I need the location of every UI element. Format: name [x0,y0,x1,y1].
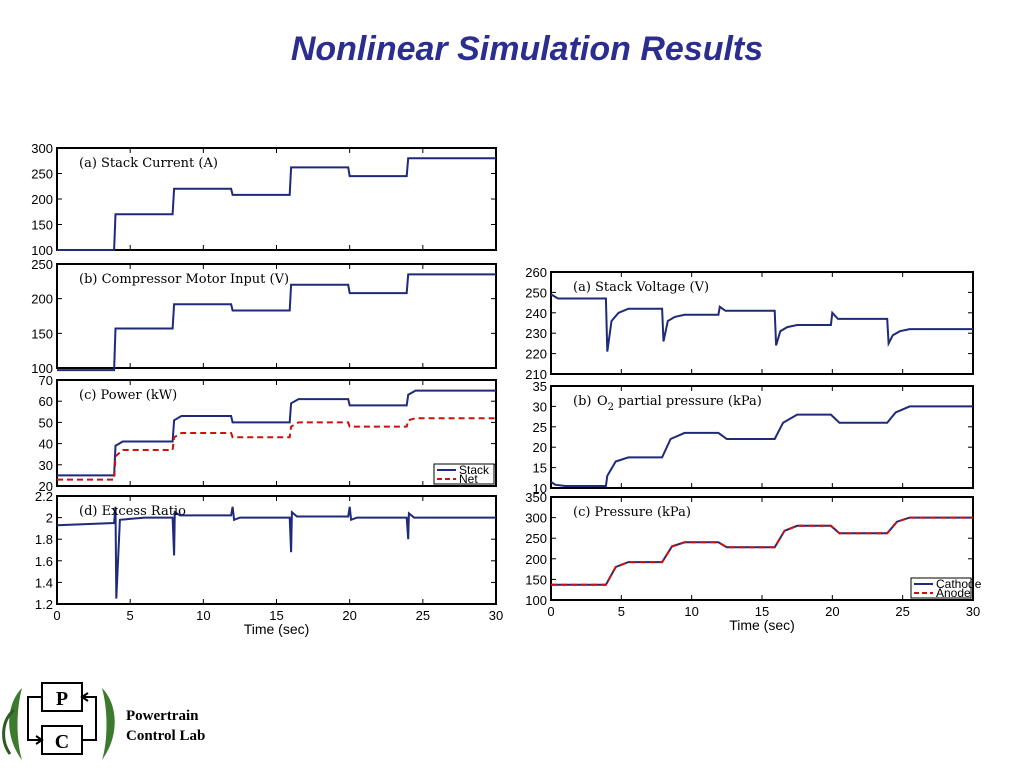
y-tick-label: 200 [31,292,53,307]
panel-title: (c) Power (kW) [79,388,177,403]
logo-leaf-left-icon [2,688,22,760]
y-tick-label: 1.6 [35,554,53,569]
panel-title-o2: O2 partial pressure (kPa) [597,394,762,413]
x-tick-label: 20 [342,608,356,623]
x-tick-label: 15 [755,604,769,619]
chart-panel-l1: 100 150 200 250 300 (a) Stack Current (A) [31,141,497,258]
y-tick-label: 210 [525,367,547,382]
y-tick-label: 200 [525,552,547,567]
series-line-excess-ratio [56,506,496,599]
logo-leaf-right-icon [102,688,115,760]
y-tick-label: 150 [525,572,547,587]
panel-title: (a) Stack Current (A) [79,156,218,171]
panel-title: (a) Stack Voltage (V) [573,280,709,295]
series-line-stack [57,389,496,477]
y-tick-label: 2.2 [35,489,53,504]
y-tick-label: 30 [533,399,547,414]
x-tick-label: 20 [825,604,839,619]
y-tick-label: 20 [533,440,547,455]
y-tick-label: 50 [39,415,53,430]
x-tick-label: 25 [416,608,430,623]
y-tick-label: 1.8 [35,532,53,547]
legend-label: Stack [459,463,490,477]
chart-panel-r2: 10 15 20 25 30 35 (b) O2 partial pressure (kPa) [533,379,974,496]
x-tick-label: 30 [489,608,503,623]
y-tick-label: 100 [31,243,53,258]
y-tick-label: 1.2 [35,597,53,612]
x-axis-label: Time (sec) [729,617,795,633]
panel-title: (c) Pressure (kPa) [573,505,691,520]
y-tick-label: 60 [39,394,53,409]
y-tick-label: 200 [31,192,53,207]
y-tick-label: 15 [533,461,547,476]
logo-line2: Control Lab [126,728,206,744]
y-tick-label: 150 [31,326,53,341]
x-tick-label: 25 [895,604,909,619]
x-tick-label: 10 [196,608,210,623]
y-tick-label: 300 [525,511,547,526]
y-tick-label: 250 [31,167,53,182]
panel-title: (b) [573,394,591,409]
series-line-o2-partial-pressure [550,405,973,487]
y-tick-label: 70 [39,373,53,388]
series-line-net [57,417,496,481]
logo-c-letter: C [55,731,69,753]
y-tick-label: 100 [31,361,53,376]
x-tick-label: 30 [966,604,980,619]
chart-panel-l4: 1.2 1.4 1.6 1.8 2 2.2 0 5 10 15 20 25 30 Time (sec) (d… [35,489,503,637]
legend-label: Anode [936,586,971,600]
series-line-compressor-motor-input [57,273,496,372]
y-tick-label: 250 [525,531,547,546]
x-tick-label: 15 [269,608,283,623]
plot-frame [56,379,497,487]
x-tick-label: 0 [547,604,554,619]
chart-panel-l2: 100 150 200 250 (b) Compressor Motor Input (… [31,257,497,376]
legend-label: Cathode [936,577,982,591]
plot-frame [56,495,497,605]
y-tick-label: 20 [39,479,53,494]
y-tick-label: 300 [31,141,53,156]
y-tick-label: 1.4 [35,575,53,590]
legend-label: Net [459,472,478,486]
series-line-stack-current [57,157,496,251]
x-tick-label: 10 [684,604,698,619]
panel-title: (d) Excess Ratio [79,504,186,519]
logo-loop-right-arrow-icon [82,696,97,741]
series-line-stack-voltage [550,293,973,352]
plot-frame [550,496,974,601]
y-tick-label: 150 [31,218,53,233]
logo-line1: Powertrain [126,708,199,724]
y-tick-label: 350 [525,490,547,505]
plot-frame [550,385,974,489]
y-tick-label: 2 [46,511,53,526]
y-tick-label: 30 [39,458,53,473]
y-tick-label: 240 [525,306,547,321]
y-tick-label: 250 [525,285,547,300]
logo-text: Powertrain Control Lab [126,706,236,746]
y-tick-label: 230 [525,326,547,341]
y-tick-label: 40 [39,437,53,452]
y-tick-label: 100 [525,593,547,608]
series-line-anode [551,516,973,586]
panel-title: (b) Compressor Motor Input (V) [79,272,289,287]
x-tick-label: 0 [53,608,60,623]
y-tick-label: 250 [31,257,53,272]
x-axis-label: Time (sec) [244,621,310,637]
logo-loop-left-arrow-icon [27,696,42,741]
chart-panel-r3: 100 150 200 250 300 350 0 5 10 15 20 25 30 Time (sec)… [525,490,981,633]
page-title: Nonlinear Simulation Results [290,30,764,68]
x-tick-label: 5 [618,604,625,619]
y-tick-label: 220 [525,347,547,362]
y-tick-label: 25 [533,420,547,435]
y-tick-label: 10 [533,481,547,496]
y-tick-label: 260 [525,265,547,280]
chart-panel-r1: 210 220 230 240 250 260 (a) Stack Voltage (V) [525,265,974,382]
x-tick-label: 5 [127,608,134,623]
plot-frame [56,147,497,251]
powertrain-logo: P C [2,682,115,760]
y-tick-label: 35 [533,379,547,394]
logo-p-letter: P [56,688,68,710]
